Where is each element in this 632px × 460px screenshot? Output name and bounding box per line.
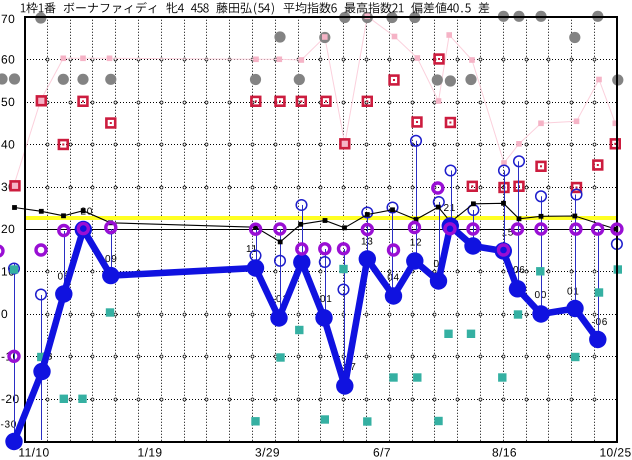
svg-text:11: 11 bbox=[246, 244, 258, 255]
svg-text:1/19: 1/19 bbox=[138, 446, 163, 460]
svg-text:05: 05 bbox=[58, 272, 71, 283]
svg-text:11/10: 11/10 bbox=[18, 446, 49, 460]
svg-text:50: 50 bbox=[1, 95, 15, 109]
svg-text:21: 21 bbox=[444, 203, 457, 214]
svg-text:20: 20 bbox=[1, 222, 15, 236]
svg-text:60: 60 bbox=[1, 52, 15, 66]
svg-text:40: 40 bbox=[1, 137, 15, 151]
svg-text:0: 0 bbox=[1, 307, 8, 321]
svg-text:-01: -01 bbox=[272, 294, 289, 305]
svg-text:13: 13 bbox=[361, 236, 374, 247]
svg-text:04: 04 bbox=[387, 273, 400, 284]
svg-text:01: 01 bbox=[567, 287, 580, 298]
svg-text:10/25: 10/25 bbox=[599, 446, 631, 460]
svg-text:12: 12 bbox=[410, 238, 423, 249]
svg-text:15: 15 bbox=[502, 228, 515, 239]
svg-text:6/7: 6/7 bbox=[373, 446, 391, 460]
svg-text:-01: -01 bbox=[316, 294, 333, 305]
svg-text:3/29: 3/29 bbox=[255, 446, 280, 460]
svg-text:8/16: 8/16 bbox=[492, 446, 517, 460]
svg-text:09: 09 bbox=[105, 254, 118, 265]
svg-text:-30: -30 bbox=[1, 420, 18, 431]
svg-text:70: 70 bbox=[1, 12, 15, 26]
svg-text:-06: -06 bbox=[592, 317, 609, 328]
svg-text:00: 00 bbox=[535, 290, 548, 301]
svg-text:-20: -20 bbox=[1, 392, 20, 406]
